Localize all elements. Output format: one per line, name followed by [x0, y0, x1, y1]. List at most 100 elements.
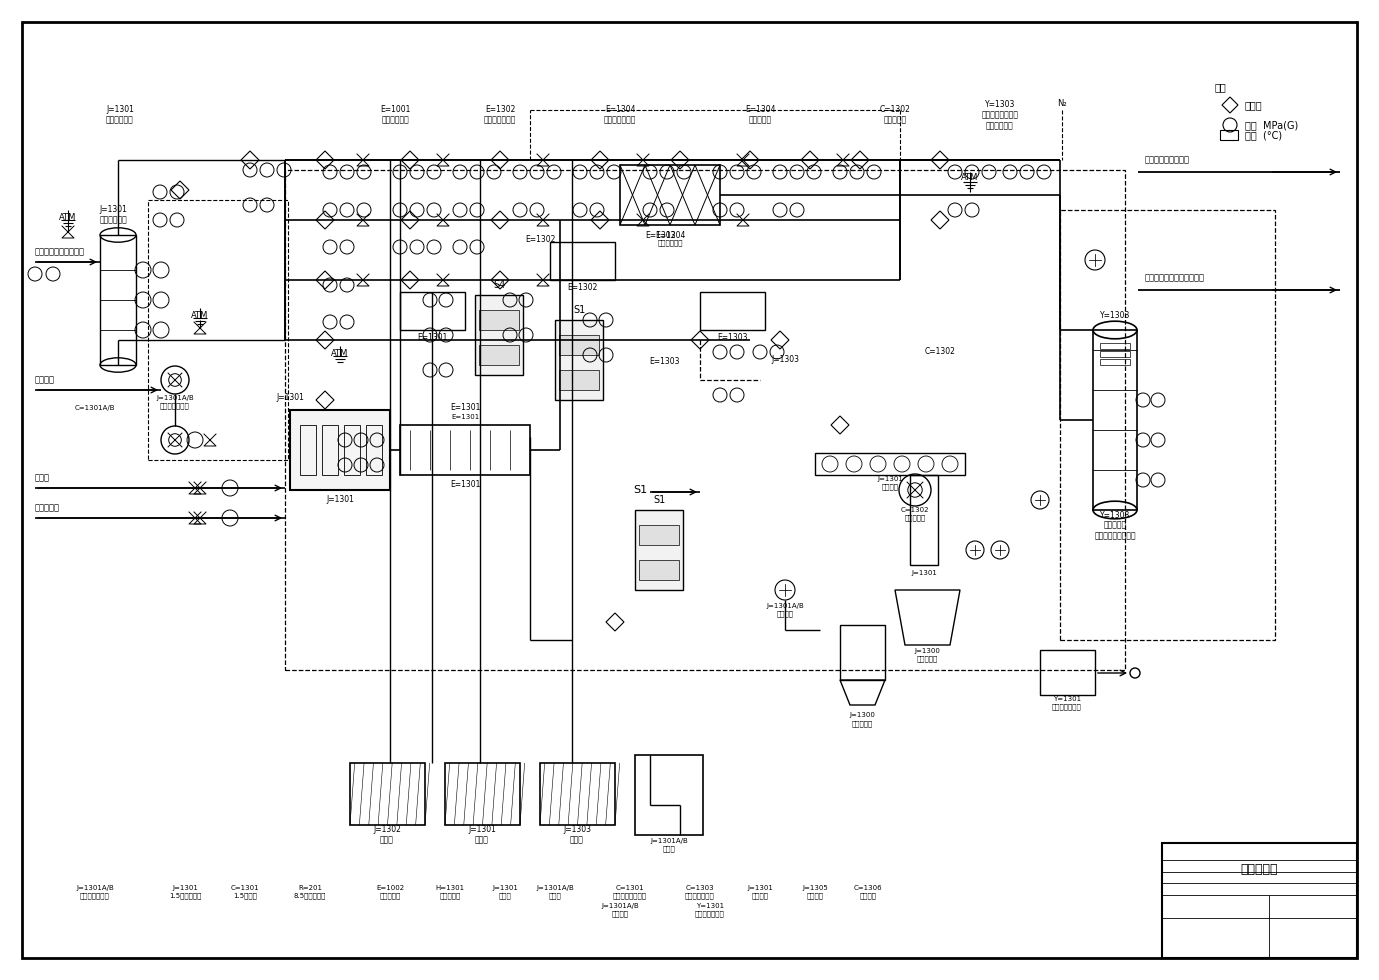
Text: Y=1303
硫回收工序克劳斯
尾气处理单元: Y=1303 硫回收工序克劳斯 尾气处理单元: [982, 100, 1019, 130]
Text: E=1301: E=1301: [416, 333, 447, 342]
Text: N₂: N₂: [1058, 100, 1067, 109]
Bar: [285, 170, 1125, 670]
Text: R=201
8.5余热回收器: R=201 8.5余热回收器: [294, 885, 327, 899]
Bar: [445, 763, 520, 825]
Text: E=1304
第二冷凝换热器: E=1304 第二冷凝换热器: [604, 105, 636, 124]
Bar: [701, 292, 765, 330]
Text: C=1303
硫磺造粒鼓风机: C=1303 硫磺造粒鼓风机: [685, 885, 714, 899]
Bar: [634, 510, 683, 590]
Text: 来自平衡选工件贸抵气: 来自平衡选工件贸抵气: [34, 248, 85, 257]
Text: ATM: ATM: [961, 173, 979, 182]
Text: Y=1303: Y=1303: [1100, 511, 1131, 519]
Bar: [400, 292, 465, 330]
Text: 注：: 注：: [1215, 82, 1227, 92]
Text: E=1303: E=1303: [645, 230, 676, 239]
Text: S1: S1: [652, 495, 665, 505]
Bar: [301, 425, 316, 475]
Text: E=1301: E=1301: [451, 414, 479, 420]
Bar: [1040, 650, 1095, 695]
Text: 克劳斯尾气处理单元: 克劳斯尾气处理单元: [1094, 531, 1136, 541]
Text: J=1301
硫磺过滤: J=1301 硫磺过滤: [747, 885, 774, 899]
Bar: [1220, 130, 1238, 140]
Bar: [634, 755, 703, 835]
Bar: [910, 475, 938, 565]
Text: ATM: ATM: [59, 214, 77, 222]
Text: J=1301A/B
鼓动空气鼓风机: J=1301A/B 鼓动空气鼓风机: [76, 885, 114, 899]
Text: J=1301: J=1301: [276, 394, 303, 403]
Text: ATM: ATM: [192, 311, 208, 319]
Bar: [1162, 843, 1357, 958]
Bar: [1100, 359, 1129, 365]
Bar: [101, 235, 137, 365]
Text: J=1305
硫磺精炼: J=1305 硫磺精炼: [803, 885, 827, 899]
Text: 物流号: 物流号: [1245, 100, 1263, 110]
Text: S1: S1: [633, 485, 647, 495]
Bar: [840, 625, 885, 680]
Text: 液硫清去液硫密封结晶工序: 液硫清去液硫密封结晶工序: [1145, 273, 1205, 282]
Text: E=1302: E=1302: [567, 283, 597, 292]
Text: E=1304
凝结冷凝器: E=1304 凝结冷凝器: [745, 105, 775, 124]
Bar: [621, 165, 720, 225]
Text: E=1301: E=1301: [450, 480, 480, 489]
Text: J=1303: J=1303: [771, 356, 798, 365]
Text: J=1301
硫磺罐: J=1301 硫磺罐: [492, 885, 519, 899]
Text: J=1301
硫磺过滤: J=1301 硫磺过滤: [877, 476, 903, 490]
Text: E=1302
第一冷凝换热器: E=1302 第一冷凝换热器: [484, 105, 516, 124]
Text: J=1301
硫磺罐: J=1301 硫磺罐: [467, 825, 496, 845]
Bar: [1094, 330, 1138, 510]
Bar: [350, 763, 425, 825]
Bar: [558, 370, 598, 390]
Text: 温度  (°C): 温度 (°C): [1245, 130, 1282, 140]
Bar: [550, 242, 615, 280]
Bar: [400, 425, 530, 475]
Bar: [1100, 351, 1129, 357]
Text: E=1303: E=1303: [717, 333, 747, 342]
Bar: [558, 335, 598, 355]
Text: 燃料气: 燃料气: [34, 473, 50, 482]
Text: ATM: ATM: [331, 349, 349, 358]
Text: J=1300
硫磺造粒机: J=1300 硫磺造粒机: [914, 648, 940, 662]
Text: J=1300: J=1300: [849, 712, 874, 718]
Text: J=1301A/B
废硫罐: J=1301A/B 废硫罐: [650, 838, 688, 852]
Text: J=1301A/B
鼓动空气鼓风机: J=1301A/B 鼓动空气鼓风机: [156, 395, 194, 409]
Text: 工艺流程图: 工艺流程图: [1241, 863, 1278, 876]
Bar: [1100, 343, 1129, 349]
Bar: [638, 525, 678, 545]
Text: C=1302
尾气鼓风机: C=1302 尾气鼓风机: [900, 508, 929, 520]
Text: C=1301
支管道排气鼓风机: C=1301 支管道排气鼓风机: [614, 885, 647, 899]
Text: Y=1303: Y=1303: [1100, 311, 1131, 319]
Bar: [148, 200, 288, 460]
Bar: [479, 345, 519, 365]
Text: C=1301A/B: C=1301A/B: [74, 405, 116, 411]
Bar: [323, 425, 338, 475]
Text: 反应空气: 反应空气: [34, 375, 55, 384]
Text: 完冷凝换热器: 完冷凝换热器: [658, 240, 683, 246]
Bar: [343, 425, 360, 475]
Text: 压力  MPa(G): 压力 MPa(G): [1245, 120, 1298, 130]
Text: 硫回收工序: 硫回收工序: [1103, 520, 1127, 529]
Text: E=1002
第一冷凝器: E=1002 第一冷凝器: [376, 885, 404, 899]
Text: J=1301
超精气分离罐: J=1301 超精气分离罐: [106, 105, 134, 124]
Text: J=1301
超精气分离罐: J=1301 超精气分离罐: [99, 205, 127, 224]
Text: Y=1301
硫磺造粒包装机: Y=1301 硫磺造粒包装机: [1052, 696, 1083, 710]
Text: J=1301
1.5点火鼓风机: J=1301 1.5点火鼓风机: [168, 885, 201, 899]
Bar: [1060, 210, 1276, 640]
Bar: [815, 453, 965, 475]
Text: C=1302
尾气鼓风机: C=1302 尾气鼓风机: [880, 105, 910, 124]
Text: J=1301A/B
循环水泵: J=1301A/B 循环水泵: [601, 904, 638, 917]
Bar: [554, 320, 603, 400]
Text: J=1303
废硫罐: J=1303 废硫罐: [563, 825, 592, 845]
Text: E=1303: E=1303: [650, 358, 680, 367]
Text: Y=1301
硫磺造粒包装机: Y=1301 硫磺造粒包装机: [695, 904, 725, 917]
Text: H=1301
第二冷凝罐: H=1301 第二冷凝罐: [436, 885, 465, 899]
Text: J=1301: J=1301: [912, 570, 936, 576]
Bar: [541, 763, 615, 825]
Text: 硫磺造粒机: 硫磺造粒机: [851, 720, 873, 727]
Text: J=1301A/B
循环水泵: J=1301A/B 循环水泵: [767, 604, 804, 616]
Bar: [290, 410, 390, 490]
Bar: [474, 295, 523, 375]
Text: J=1301A/B
废硫罐: J=1301A/B 废硫罐: [536, 885, 574, 899]
Text: J=1302
硫磺罐: J=1302 硫磺罐: [374, 825, 401, 845]
Text: 液化石油气: 液化石油气: [34, 504, 61, 513]
Bar: [365, 425, 382, 475]
